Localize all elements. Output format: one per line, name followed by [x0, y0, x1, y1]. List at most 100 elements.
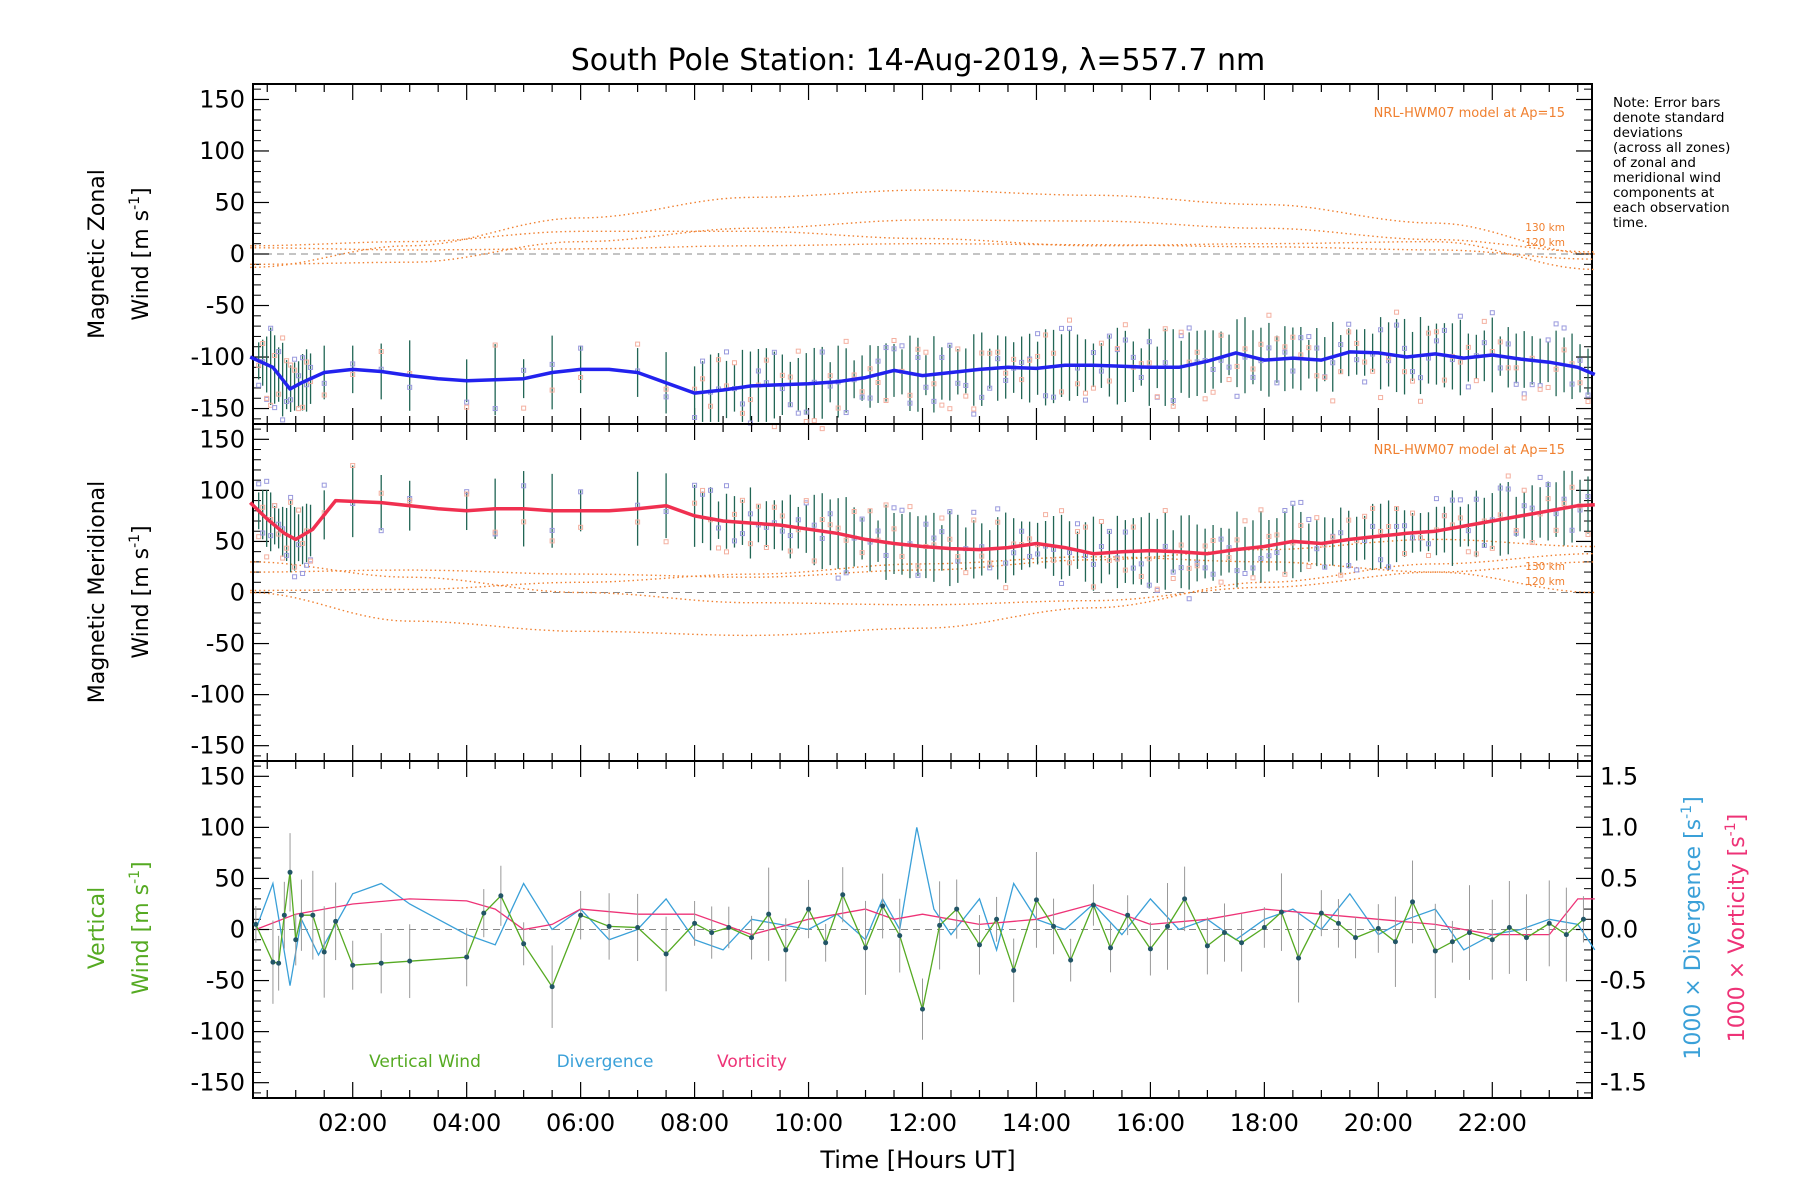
scatter-point [1513, 365, 1519, 371]
vertical-wind-point [1318, 910, 1324, 916]
scatter-point [819, 535, 825, 541]
scatter-point [1577, 357, 1583, 363]
scatter-point [1098, 340, 1104, 346]
scatter-point [464, 399, 470, 405]
scatter-point [1314, 345, 1320, 351]
scatter-point [635, 519, 641, 525]
vertical-ylabel-close: ] [129, 861, 154, 870]
scatter-point [1186, 325, 1192, 331]
scatter-point [987, 560, 993, 566]
scatter-point [1122, 322, 1128, 328]
vertical-wind-point [293, 937, 299, 943]
scatter-point [1521, 503, 1527, 509]
vertical-wind-point [310, 912, 316, 918]
divergence-line [255, 827, 1596, 986]
scatter-point [1457, 313, 1463, 319]
y-tick-label: -50 [206, 630, 245, 658]
scatter-point [939, 515, 945, 521]
scatter-point [923, 521, 929, 527]
scatter-point [1282, 349, 1288, 355]
y-tick-label: -150 [191, 1069, 245, 1097]
scatter-point [1290, 500, 1296, 506]
scatter-point [899, 553, 905, 559]
scatter-point [1226, 377, 1232, 383]
scatter-point [763, 357, 769, 363]
scatter-point [795, 348, 801, 354]
scatter-point [549, 527, 555, 533]
right-y-tick-label: -0.5 [1600, 967, 1647, 995]
scatter-point [1346, 329, 1352, 335]
scatter-point [1106, 528, 1112, 534]
scatter-point [716, 525, 722, 531]
scatter-point [963, 570, 969, 576]
vertical-wind-point [635, 924, 641, 930]
vertical-wind-point [1466, 930, 1472, 936]
scatter-point [549, 361, 555, 367]
scatter-point [747, 397, 753, 403]
scatter-point [1082, 397, 1088, 403]
scatter-point [1146, 360, 1152, 366]
zonal-ylabel-units: Wind [m s-1] [127, 187, 154, 320]
scatter-point [350, 463, 356, 469]
scatter-point [284, 545, 290, 551]
scatter-point [578, 375, 584, 381]
scatter-point [1274, 532, 1280, 538]
scatter-point [256, 481, 262, 487]
scatter-point [1282, 571, 1288, 577]
scatter-point [731, 538, 737, 544]
scatter-point [1067, 550, 1073, 556]
x-axis: 02:00 04:00 06:00 08:00 10:00 12:00 14:00 16:00… [318, 1109, 1527, 1137]
scatter-point [819, 426, 825, 432]
scatter-point [1402, 551, 1408, 557]
scatter-point [1003, 585, 1009, 591]
scatter-point [1266, 345, 1272, 351]
vertical-wind-point [464, 954, 470, 960]
scatter-point [987, 385, 993, 391]
scatter-point [947, 406, 953, 412]
vertical-wind-point [1165, 923, 1171, 929]
scatter-point [1402, 345, 1408, 351]
error-bar-note: Note: Error bars denote standard deviati… [1613, 95, 1731, 231]
model-curve [250, 243, 1595, 260]
vertical-wind-point [1353, 935, 1359, 941]
scatter-point [1378, 395, 1384, 401]
meridional-wind-line [248, 498, 1595, 556]
vertical-wind-point [1051, 923, 1057, 929]
y-tick-label: 150 [199, 425, 245, 453]
scatter-point [1226, 555, 1232, 561]
scatter-point [549, 387, 555, 393]
scatter-point [867, 395, 873, 401]
vertical-ylabel-line1: Vertical [85, 887, 110, 969]
scatter-point [1178, 333, 1184, 339]
scatter-point [304, 562, 310, 568]
scatter-point [1106, 378, 1112, 384]
scatter-point [883, 345, 889, 351]
scatter-point [1098, 368, 1104, 374]
scatter-point [1433, 329, 1439, 335]
vertical-wind-point [350, 962, 356, 968]
scatter-point [1114, 345, 1120, 351]
scatter-point [1481, 542, 1487, 548]
scatter-point [731, 511, 737, 517]
model-curve [250, 538, 1595, 578]
scatter-point [899, 507, 905, 513]
right-y-tick-label: 1.0 [1600, 813, 1638, 841]
scatter-point [256, 382, 262, 388]
scatter-point [1178, 565, 1184, 571]
scatter-point [663, 394, 669, 400]
divergence-ylabel-sup: -1 [1679, 805, 1695, 819]
scatter-point [1019, 377, 1025, 383]
scatter-point [1457, 359, 1463, 365]
scatter-point [284, 358, 290, 364]
model-curve [250, 556, 1595, 594]
y-tick-label: 150 [199, 85, 245, 113]
legend-vertical-wind: Vertical Wind [369, 1052, 481, 1072]
scatter-point [492, 342, 498, 348]
scatter-point [492, 406, 498, 412]
model-curve [250, 189, 1595, 269]
scatter-point [272, 503, 278, 509]
scatter-point [1362, 359, 1368, 365]
scatter-point [1441, 377, 1447, 383]
scatter-point [1218, 579, 1224, 585]
vertical-wind-point [1261, 924, 1267, 930]
